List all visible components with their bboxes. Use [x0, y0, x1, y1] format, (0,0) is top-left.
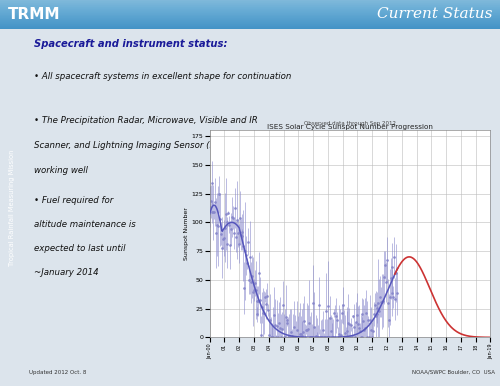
Text: Scanner, and Lightning Imaging Sensor (LIS) are all: Scanner, and Lightning Imaging Sensor (L…: [34, 141, 254, 150]
Text: NOAA/SWPC Boulder, CO  USA: NOAA/SWPC Boulder, CO USA: [412, 370, 495, 374]
Title: ISES Solar Cycle Sunspot Number Progression: ISES Solar Cycle Sunspot Number Progress…: [267, 124, 433, 130]
Y-axis label: Sunspot Number: Sunspot Number: [184, 207, 189, 260]
Text: Current Status: Current Status: [377, 7, 492, 22]
Text: Tropical Rainfall Measuring Mission: Tropical Rainfall Measuring Mission: [9, 149, 15, 266]
Text: • All spacecraft systems in excellent shape for continuation: • All spacecraft systems in excellent sh…: [34, 72, 291, 81]
Text: altitude maintenance is: altitude maintenance is: [34, 220, 136, 229]
Text: expected to last until: expected to last until: [34, 244, 125, 253]
Text: ~January 2014: ~January 2014: [34, 268, 98, 277]
Text: Updated 2012 Oct. 8: Updated 2012 Oct. 8: [29, 370, 86, 374]
Text: • The Precipitation Radar, Microwave, Visible and IR: • The Precipitation Radar, Microwave, Vi…: [34, 116, 258, 125]
Text: • Fuel required for: • Fuel required for: [34, 196, 113, 205]
Text: working well: working well: [34, 166, 88, 175]
Text: Observed data through Sep 2012: Observed data through Sep 2012: [304, 121, 396, 126]
Text: Spacecraft and instrument status:: Spacecraft and instrument status:: [34, 39, 227, 49]
Text: TRMM: TRMM: [8, 7, 60, 22]
Legend: Smoothed Monthly Values, Monthly Values, Predicted Values (Smoothed): Smoothed Monthly Values, Monthly Values,…: [236, 385, 464, 386]
